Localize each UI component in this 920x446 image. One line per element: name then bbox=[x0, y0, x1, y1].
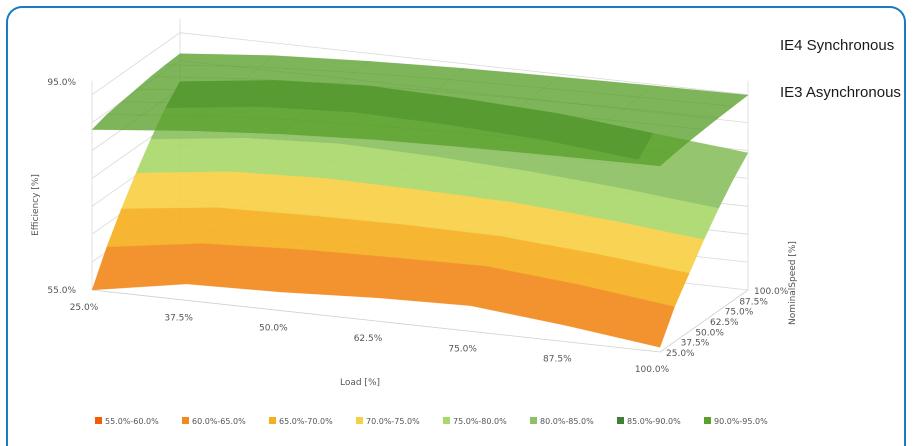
surface-cell bbox=[594, 219, 705, 274]
surface-cell bbox=[120, 171, 232, 210]
z-tick-label: 100.0% bbox=[754, 287, 789, 297]
legend-label: 75.0%-80.0% bbox=[453, 417, 507, 426]
legend-swatch bbox=[95, 417, 102, 424]
legend-swatch bbox=[617, 417, 624, 424]
chart-frame bbox=[6, 6, 906, 446]
legend-swatch bbox=[443, 417, 450, 424]
legend-label: 55.0%-60.0% bbox=[105, 417, 159, 426]
legend-swatch bbox=[530, 417, 537, 424]
surface-cell bbox=[608, 108, 720, 130]
x-axis-label: Load [%] bbox=[340, 378, 380, 388]
z-tick-label: 37.5% bbox=[681, 339, 710, 349]
surface-cell bbox=[230, 137, 341, 179]
x-tick-label: 75.0% bbox=[448, 344, 477, 354]
ie4-annotation: IE4 Synchronous bbox=[780, 37, 894, 54]
surface-cell bbox=[135, 76, 247, 91]
y-tick-label: 55.0% bbox=[47, 286, 76, 296]
z-tick-label: 75.0% bbox=[725, 308, 754, 318]
surface-cell bbox=[106, 207, 217, 248]
surface-cell bbox=[280, 248, 392, 299]
z-tick-label: 25.0% bbox=[666, 349, 695, 359]
legend-swatch bbox=[356, 417, 363, 424]
z-tick-label: 50.0% bbox=[695, 328, 724, 338]
legend-swatch bbox=[704, 417, 711, 424]
legend-label: 70.0%-75.0% bbox=[366, 417, 420, 426]
y-axis-label: Efficiency [%] bbox=[31, 174, 41, 236]
legend-swatch bbox=[269, 417, 276, 424]
surface-cell bbox=[135, 137, 246, 174]
surface-cell bbox=[564, 143, 676, 167]
tick-labels: 25.0%37.5%50.0%62.5%75.0%87.5%100.0%25.0… bbox=[47, 78, 788, 375]
ie3-annotation: IE3 Asynchronous bbox=[780, 84, 901, 101]
surface-cell bbox=[579, 131, 690, 154]
surface-cell bbox=[623, 159, 734, 209]
surface-cell bbox=[164, 53, 276, 68]
surface-cell bbox=[608, 188, 720, 240]
surface-cell bbox=[91, 243, 202, 291]
surface-cell bbox=[623, 96, 734, 118]
surface-plots bbox=[91, 53, 749, 348]
x-tick-label: 87.5% bbox=[543, 355, 572, 365]
legend-label: 65.0%-70.0% bbox=[279, 417, 333, 426]
legend-label: 90.0%-95.0% bbox=[714, 417, 768, 426]
surface-cell bbox=[91, 114, 202, 131]
surface-cell bbox=[120, 89, 232, 104]
x-tick-label: 37.5% bbox=[164, 313, 193, 323]
surface-cell bbox=[186, 243, 297, 293]
surface-cell bbox=[106, 101, 217, 116]
surface-ie4-synchronous bbox=[91, 53, 749, 167]
x-tick-label: 62.5% bbox=[354, 334, 383, 344]
floor-edge bbox=[91, 289, 749, 353]
surface-cell bbox=[565, 284, 675, 348]
legend-label: 80.0%-85.0% bbox=[540, 417, 594, 426]
x-tick-label: 50.0% bbox=[259, 324, 288, 334]
x-tick-label: 100.0% bbox=[635, 365, 670, 375]
legend-label: 60.0%-65.0% bbox=[192, 417, 246, 426]
y-tick-label: 95.0% bbox=[47, 78, 76, 88]
legend-swatch bbox=[182, 417, 189, 424]
surface-cell bbox=[149, 64, 261, 79]
z-tick-label: 62.5% bbox=[710, 318, 739, 328]
legend: 55.0%-60.0% 60.0%-65.0% 65.0%-70.0% 70.0%-7… bbox=[95, 417, 768, 426]
surface-cell bbox=[375, 256, 486, 307]
z-axis-label: NominalSpeed [%] bbox=[788, 241, 798, 325]
z-tick-label: 87.5% bbox=[739, 297, 768, 307]
x-tick-label: 25.0% bbox=[70, 303, 99, 313]
legend-label: 85.0%-90.0% bbox=[627, 417, 681, 426]
